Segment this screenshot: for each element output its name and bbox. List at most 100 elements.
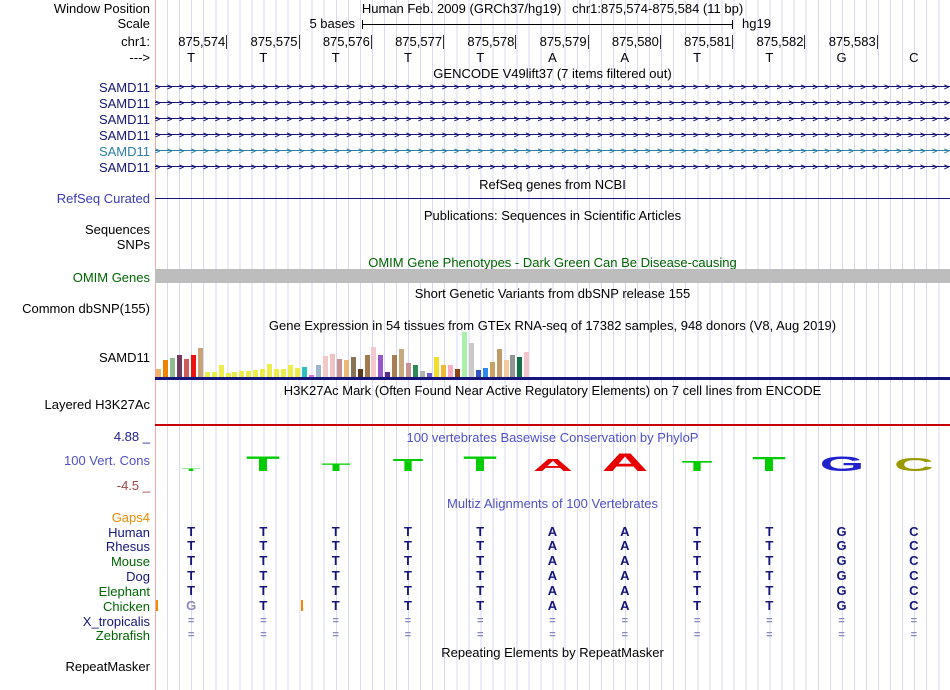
strand-direction-label[interactable]: ---> — [129, 50, 150, 65]
gtex-tissue-bar[interactable] — [225, 373, 231, 377]
gtex-tissue-bar[interactable] — [489, 362, 495, 377]
gtex-tissue-bar[interactable] — [329, 354, 335, 377]
transcript-row[interactable]: > > > > > > > > > > > > > > > > > > > > > > > > > > > > > > > > > > > > > > > >… — [155, 161, 950, 173]
gtex-tissue-bar[interactable] — [475, 370, 481, 377]
arrow-glyph: > — [453, 162, 460, 172]
gtex-tissue-bar[interactable] — [288, 365, 294, 377]
gtex-gene-label[interactable]: SAMD11 — [98, 350, 150, 365]
snps-label[interactable]: SNPs — [116, 237, 150, 252]
gtex-tissue-bar[interactable] — [350, 357, 356, 377]
multiz-gaps-label[interactable]: Gaps4 — [111, 510, 150, 525]
gtex-tissue-bar[interactable] — [190, 355, 196, 377]
gtex-tissue-bar[interactable] — [454, 369, 460, 377]
gtex-tissue-bar[interactable] — [468, 343, 474, 377]
transcript-row[interactable]: > > > > > > > > > > > > > > > > > > > > > > > > > > > > > > > > > > > > > > > >… — [155, 145, 950, 157]
conservation-max-value: 4.88 _ — [113, 429, 150, 444]
gtex-tissue-bar[interactable] — [267, 364, 273, 377]
conservation-track-label[interactable]: 100 Vert. Cons — [64, 453, 150, 468]
gtex-tissue-bar[interactable] — [183, 359, 189, 377]
gtex-tissue-bar[interactable] — [392, 355, 398, 377]
gtex-tissue-bar[interactable] — [447, 365, 453, 377]
gtex-tissue-bar[interactable] — [315, 365, 321, 377]
multiz-species-label[interactable]: Human — [108, 525, 150, 540]
gtex-tissue-bar[interactable] — [378, 355, 384, 377]
gtex-tissue-bar[interactable] — [461, 332, 467, 377]
gtex-tissue-bar[interactable] — [211, 372, 217, 377]
gtex-tissue-bar[interactable] — [420, 371, 426, 377]
arrow-glyph: > — [908, 82, 914, 92]
gtex-tissue-bar[interactable] — [232, 372, 238, 377]
gtex-tissue-bar[interactable] — [197, 348, 203, 377]
refseq-curated-label[interactable]: RefSeq Curated — [56, 191, 150, 206]
sequence-base: A — [620, 50, 630, 65]
gtex-tissue-bar[interactable] — [482, 368, 488, 377]
gtex-tissue-bar[interactable] — [253, 370, 259, 377]
gtex-tissue-bar[interactable] — [503, 360, 509, 377]
omim-genes-label[interactable]: OMIM Genes — [72, 270, 150, 285]
gtex-tissue-bar[interactable] — [260, 369, 266, 377]
gtex-tissue-bar[interactable] — [371, 347, 377, 377]
transcript-row[interactable]: > > > > > > > > > > > > > > > > > > > > > > > > > > > > > > > > > > > > > > > >… — [155, 97, 950, 109]
h3k27ac-signal-line[interactable] — [155, 424, 950, 426]
gtex-expression-barchart[interactable] — [155, 330, 950, 377]
gencode-transcript-label[interactable]: SAMD11 — [98, 80, 150, 95]
gtex-tissue-bar[interactable] — [169, 358, 175, 377]
gtex-tissue-bar[interactable] — [322, 356, 328, 377]
multiz-species-label[interactable]: Elephant — [98, 584, 150, 599]
transcript-row[interactable]: > > > > > > > > > > > > > > > > > > > > > > > > > > > > > > > > > > > > > > > >… — [155, 113, 950, 125]
gtex-tissue-bar[interactable] — [246, 371, 252, 377]
gtex-tissue-bar[interactable] — [524, 352, 530, 377]
multiz-species-label[interactable]: Mouse — [110, 554, 150, 569]
sequences-label[interactable]: Sequences — [84, 222, 150, 237]
gtex-tissue-bar[interactable] — [385, 372, 391, 377]
transcript-row[interactable]: > > > > > > > > > > > > > > > > > > > > > > > > > > > > > > > > > > > > > > > >… — [155, 129, 950, 141]
multiz-species-label[interactable]: X_tropicalis — [82, 614, 150, 629]
gtex-tissue-bar[interactable] — [301, 367, 307, 377]
gtex-tissue-bar[interactable] — [440, 365, 446, 377]
gencode-transcript-label[interactable]: SAMD11 — [98, 112, 150, 127]
gtex-tissue-bar[interactable] — [364, 355, 370, 377]
omim-gene-bar[interactable] — [155, 269, 950, 283]
gtex-tissue-bar[interactable] — [204, 372, 210, 377]
gtex-tissue-bar[interactable] — [427, 373, 433, 377]
common-dbsnp-label[interactable]: Common dbSNP(155) — [22, 301, 150, 316]
gtex-tissue-bar[interactable] — [496, 349, 502, 377]
gtex-tissue-bar[interactable] — [308, 375, 314, 377]
arrow-glyph: > — [286, 130, 292, 140]
arrow-glyph: > — [573, 82, 579, 92]
coordinate-ruler[interactable]: 875,574 875,575 875,576 875,577 875,578 875,5… — [155, 35, 950, 49]
repeatmasker-label[interactable]: RepeatMasker — [65, 659, 150, 674]
gtex-tissue-bar[interactable] — [357, 369, 363, 377]
multiz-species-label[interactable]: Dog — [126, 569, 150, 584]
gtex-tissue-bar[interactable] — [510, 355, 516, 377]
sequence-base: T — [765, 50, 774, 65]
multiz-species-label[interactable]: Zebrafish — [95, 628, 150, 643]
gtex-tissue-bar[interactable] — [517, 357, 523, 377]
gtex-tissue-bar[interactable] — [406, 363, 412, 377]
arrow-glyph: > — [692, 146, 699, 156]
gtex-tissue-bar[interactable] — [274, 369, 280, 377]
gencode-transcript-label[interactable]: SAMD11 — [98, 96, 150, 111]
layered-h3k27ac-label[interactable]: Layered H3K27Ac — [44, 397, 150, 412]
gtex-tissue-bar[interactable] — [176, 355, 182, 377]
gtex-tissue-bar[interactable] — [281, 369, 287, 377]
gtex-tissue-bar[interactable] — [336, 359, 342, 377]
multiz-species-label[interactable]: Chicken — [103, 599, 150, 614]
refseq-gene-line[interactable] — [155, 198, 950, 199]
gtex-tissue-bar[interactable] — [218, 365, 224, 377]
gtex-tissue-bar[interactable] — [295, 368, 300, 377]
gtex-tissue-bar[interactable] — [239, 371, 245, 377]
gencode-transcript-label[interactable]: SAMD11 — [98, 128, 150, 143]
gencode-transcript-label[interactable]: SAMD11 — [98, 144, 150, 159]
gtex-tissue-bar[interactable] — [156, 369, 161, 377]
gtex-tissue-bar[interactable] — [434, 357, 439, 377]
gtex-tissue-bar[interactable] — [413, 365, 419, 377]
gtex-tissue-bar[interactable] — [162, 360, 168, 377]
gtex-tissue-bar[interactable] — [343, 360, 349, 377]
gencode-transcript-label[interactable]: SAMD11 — [98, 160, 150, 175]
multiz-species-label[interactable]: Rhesus — [105, 539, 150, 554]
transcript-row[interactable]: > > > > > > > > > > > > > > > > > > > > > > > > > > > > > > > > > > > > > > > >… — [155, 81, 950, 93]
gtex-tissue-bar[interactable] — [399, 349, 405, 377]
